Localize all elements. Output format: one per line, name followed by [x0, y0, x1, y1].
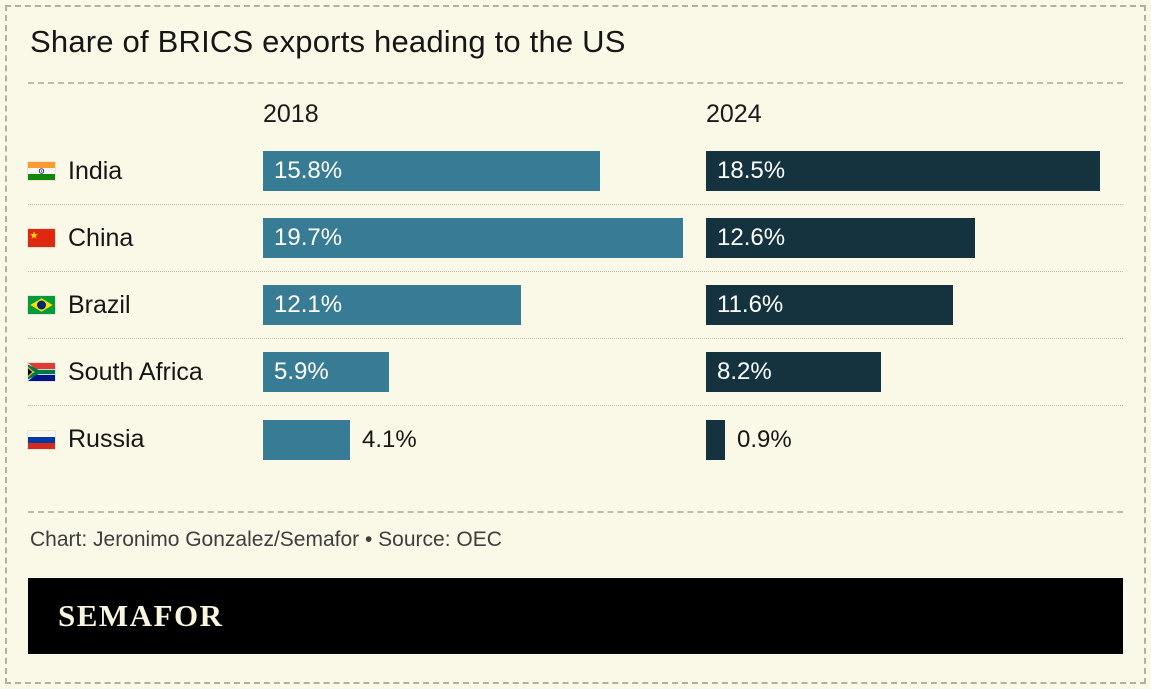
bar-value-label: 19.7% [274, 224, 343, 251]
row-brazil: Brazil 12.1% 11.6% [28, 272, 1123, 339]
bar-chart: India 15.8% 18.5% China 19.7% 12.6% Brazil 12.1… [28, 138, 1123, 473]
flag-south-africa-icon [28, 363, 55, 381]
chart-credit: Chart: Jeronimo Gonzalez/Semafor • Sourc… [30, 528, 502, 551]
semafor-wordmark: SEMAFOR [58, 598, 224, 633]
title-separator [28, 82, 1123, 84]
row-india: India 15.8% 18.5% [28, 138, 1123, 205]
bar-value-label: 11.6% [717, 291, 784, 318]
bar-value-label: 4.1% [362, 425, 417, 453]
semafor-logo-band: SEMAFOR [28, 578, 1123, 654]
bar-2018-china: 19.7% [263, 218, 683, 258]
country-label: Brazil [68, 290, 131, 319]
column-headers: 2018 2024 [28, 84, 1123, 138]
column-header-2018: 2018 [263, 100, 319, 128]
bar-value-label: 0.9% [737, 425, 792, 453]
country-label: South Africa [68, 357, 203, 386]
row-china: China 19.7% 12.6% [28, 205, 1123, 272]
row-south-africa: South Africa 5.9% 8.2% [28, 339, 1123, 406]
bar-2018-india: 15.8% [263, 151, 600, 191]
bar-value-label: 12.6% [717, 224, 786, 251]
flag-brazil-icon [28, 296, 55, 314]
footer-separator [28, 511, 1123, 513]
chart-title: Share of BRICS exports heading to the US [30, 24, 626, 59]
bar-value-label: 12.1% [274, 291, 343, 318]
flag-china-icon [28, 229, 55, 247]
bar-2024-china: 12.6% [706, 218, 975, 258]
bar-2018-brazil: 12.1% [263, 285, 521, 325]
bar-2024-brazil: 11.6% [706, 285, 953, 325]
country-label: China [68, 223, 134, 252]
flag-india-icon [28, 162, 55, 180]
column-header-2024: 2024 [706, 100, 762, 128]
bar-2024-india: 18.5% [706, 151, 1100, 191]
bar-2018-russia [263, 419, 350, 460]
row-russia: Russia 4.1% 0.9% [28, 406, 1123, 473]
bar-2024-south-africa: 8.2% [706, 352, 881, 392]
bar-value-label: 8.2% [717, 358, 772, 385]
country-label: Russia [68, 425, 145, 453]
bar-value-label: 5.9% [274, 358, 329, 385]
country-label: India [68, 156, 123, 185]
bar-2024-russia [706, 419, 725, 460]
bar-value-label: 18.5% [717, 157, 786, 184]
bar-value-label: 15.8% [274, 157, 343, 184]
bar-2018-south-africa: 5.9% [263, 352, 389, 392]
flag-russia-icon [28, 430, 55, 449]
